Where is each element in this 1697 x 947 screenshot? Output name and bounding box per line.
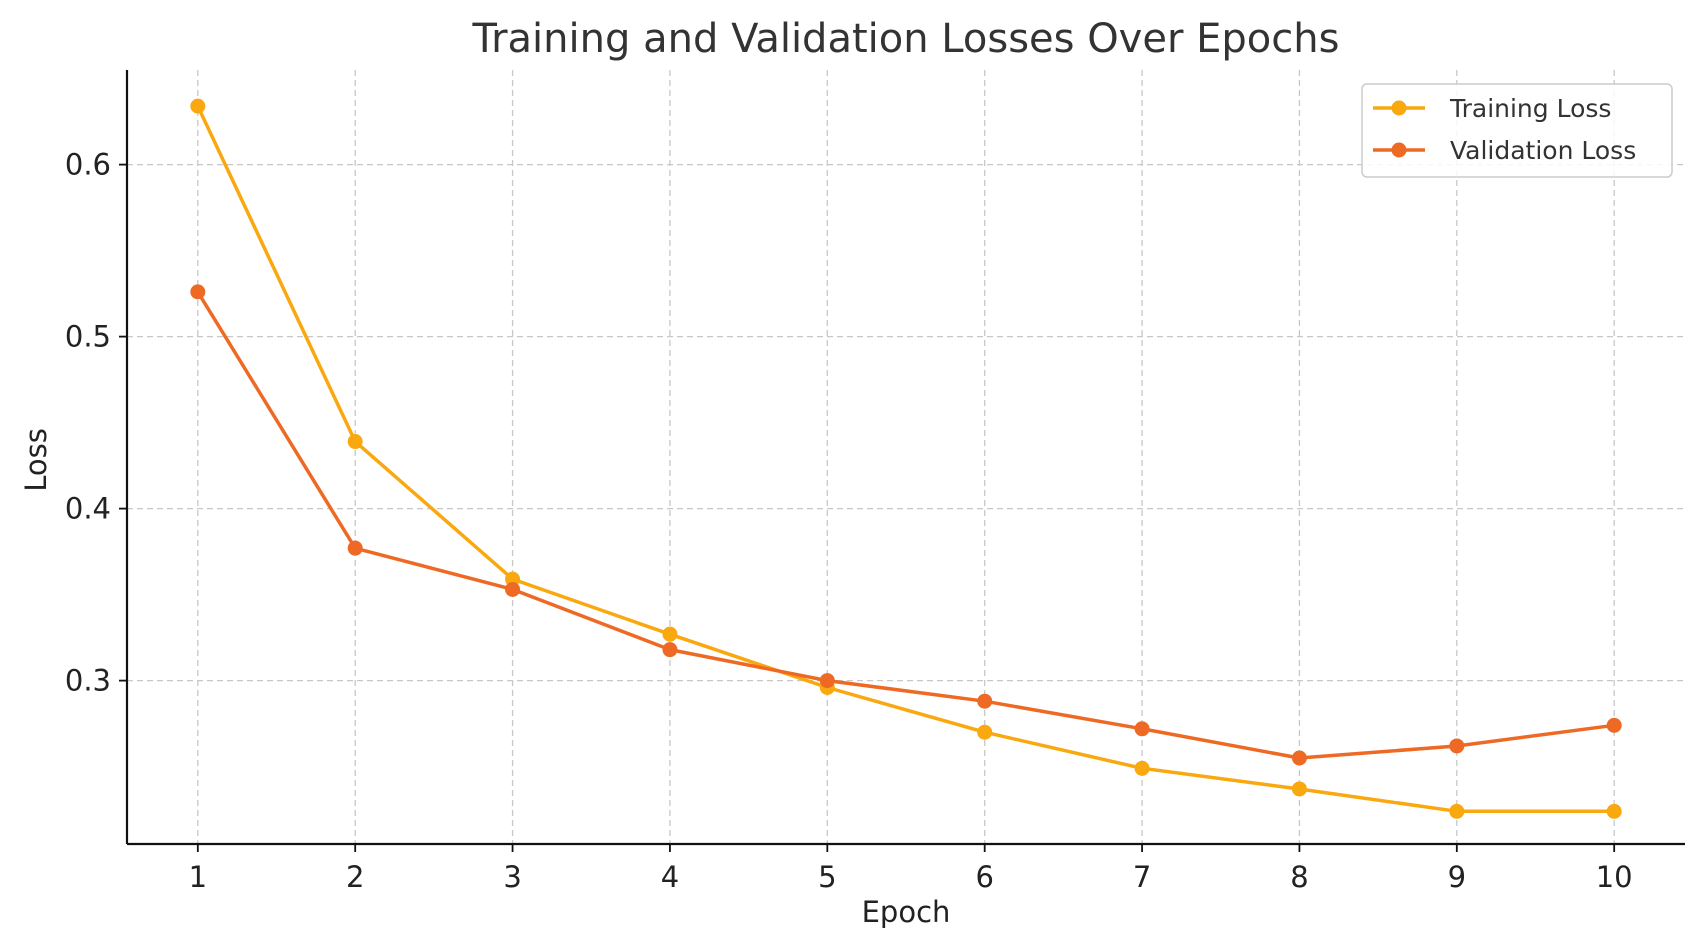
x-axis-label: Epoch bbox=[862, 895, 951, 929]
series-line-validation bbox=[196, 290, 1616, 760]
data-point-validation bbox=[505, 581, 521, 597]
data-point-training bbox=[505, 571, 521, 587]
axes bbox=[119, 70, 1685, 852]
data-point-training bbox=[1606, 803, 1622, 819]
legend-marker-training bbox=[1391, 100, 1407, 116]
x-tick-label: 8 bbox=[1290, 860, 1308, 894]
legend-box bbox=[1361, 83, 1673, 178]
data-point-validation bbox=[819, 673, 835, 689]
data-point-training bbox=[347, 434, 363, 450]
x-tick-label: 6 bbox=[975, 860, 993, 894]
legend-marker-validation bbox=[1391, 142, 1407, 158]
data-point-training bbox=[1449, 803, 1465, 819]
data-point-training bbox=[1134, 760, 1150, 776]
data-point-validation bbox=[1606, 717, 1622, 733]
data-point-training bbox=[190, 98, 206, 114]
data-point-validation bbox=[347, 540, 363, 556]
legend: Training Loss Validation Loss bbox=[1361, 83, 1673, 178]
grid bbox=[127, 70, 1685, 844]
x-tick-label: 2 bbox=[346, 860, 364, 894]
x-tick-label: 1 bbox=[189, 860, 207, 894]
y-tick-label: 0.4 bbox=[65, 492, 111, 526]
data-point-validation bbox=[1134, 721, 1150, 737]
data-point-validation bbox=[190, 284, 206, 300]
chart-title: Training and Validation Losses Over Epoc… bbox=[472, 16, 1340, 62]
data-point-validation bbox=[1449, 738, 1465, 754]
y-tick-label: 0.5 bbox=[65, 320, 111, 354]
x-tick-label: 9 bbox=[1448, 860, 1466, 894]
legend-label-validation: Validation Loss bbox=[1450, 136, 1636, 165]
series-lines bbox=[190, 98, 1622, 819]
series-line-training bbox=[196, 104, 1616, 814]
y-tick-label: 0.6 bbox=[65, 148, 111, 182]
x-tick-label: 3 bbox=[503, 860, 521, 894]
x-tick-label: 5 bbox=[818, 860, 836, 894]
x-tick-label: 7 bbox=[1133, 860, 1151, 894]
data-point-validation bbox=[977, 693, 993, 709]
x-tick-label: 4 bbox=[661, 860, 679, 894]
y-tick-label: 0.3 bbox=[65, 664, 111, 698]
legend-label-training: Training Loss bbox=[1449, 94, 1611, 123]
data-point-training bbox=[977, 724, 993, 740]
x-tick-label: 10 bbox=[1596, 860, 1633, 894]
y-axis-label: Loss bbox=[19, 428, 53, 492]
data-point-validation bbox=[662, 642, 678, 658]
data-point-training bbox=[1291, 781, 1307, 797]
tick-labels: 1 2 3 4 5 6 7 8 9 10 0.3 0.4 0.5 0.6 bbox=[65, 148, 1633, 894]
data-point-validation bbox=[1291, 750, 1307, 766]
data-point-training bbox=[662, 626, 678, 642]
